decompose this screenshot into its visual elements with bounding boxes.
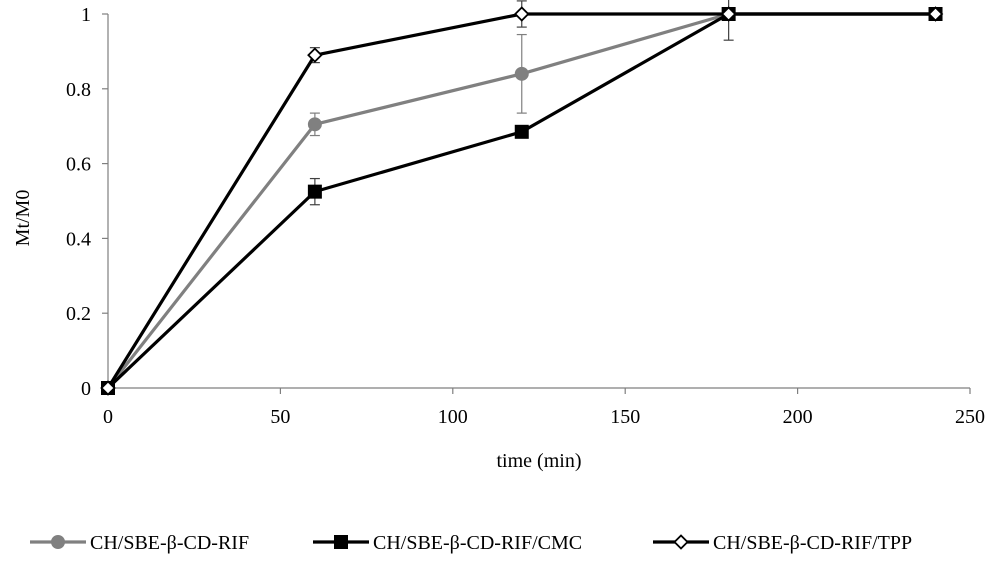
x-tick-label: 150: [610, 406, 640, 428]
legend-marker: [334, 535, 348, 549]
x-axis-title: time (min): [497, 450, 582, 472]
x-tick-label: 250: [955, 406, 985, 428]
y-tick-label: 0.8: [66, 79, 91, 101]
data-point: [927, 6, 944, 22]
data-point: [307, 117, 322, 132]
y-tick-label: 1: [81, 4, 91, 26]
x-tick-label: 50: [270, 406, 290, 428]
y-tick-label: 0: [81, 378, 91, 400]
y-tick-label: 0.6: [66, 154, 91, 176]
legend-marker: [51, 535, 65, 549]
legend-label: CH/SBE-β-CD-RIF: [90, 532, 249, 554]
y-tick-label: 0.4: [66, 228, 91, 250]
x-tick-label: 0: [103, 406, 113, 428]
data-point: [720, 6, 737, 22]
data-point: [100, 380, 116, 396]
series-markers: [100, 6, 944, 396]
x-tick-label: 200: [783, 406, 813, 428]
x-tick-label: 100: [438, 406, 468, 428]
legend-marker: [673, 534, 689, 550]
data-point: [514, 124, 529, 139]
y-axis-title: Mt/M0: [12, 190, 34, 247]
data-point: [513, 6, 530, 22]
axes: 0 0.2 0.4 0.6 0.8 1 0 50 100 150 200 250: [66, 4, 985, 428]
data-point: [514, 66, 529, 81]
legend-label: CH/SBE-β-CD-RIF/TPP: [713, 532, 912, 554]
y-tick-label: 0.2: [66, 303, 91, 325]
legend-label: CH/SBE-β-CD-RIF/CMC: [373, 532, 582, 554]
legend: CH/SBE-β-CD-RIF CH/SBE-β-CD-RIF/CMC CH/SBE…: [30, 532, 912, 554]
data-point: [307, 184, 322, 199]
data-point: [307, 47, 323, 63]
